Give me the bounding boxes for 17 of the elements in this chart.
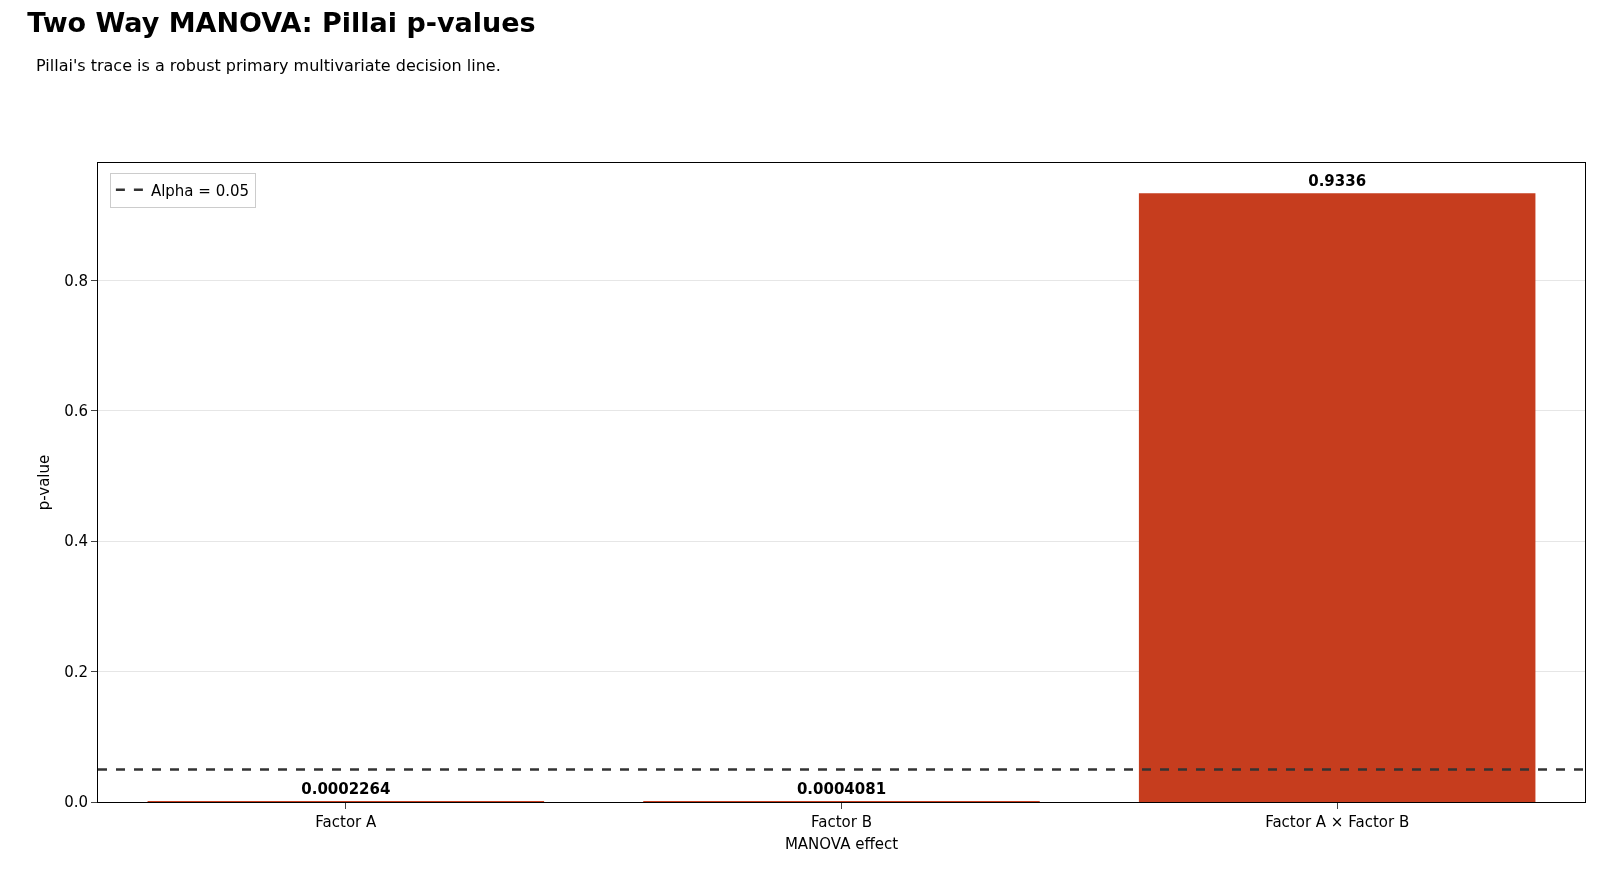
bar: [1138, 193, 1536, 802]
data-label: 0.9336: [1308, 172, 1367, 191]
y-axis-title: p-value: [35, 454, 54, 511]
y-tick-label: 0.2: [64, 662, 88, 681]
chart-subtitle: Pillai's trace is a robust primary multivariate decision line.: [36, 56, 501, 75]
data-label: 0.0004081: [796, 780, 887, 798]
y-tick-label: 0.0: [64, 793, 88, 812]
y-tick-label: 0.4: [64, 532, 88, 551]
chart-title: Two Way MANOVA: Pillai p-values: [27, 7, 536, 39]
x-tick-label: Factor A: [315, 813, 378, 831]
y-tick-label: 0.8: [64, 271, 88, 290]
y-tick-label: 0.6: [64, 402, 88, 421]
data-label: 0.0002264: [301, 780, 391, 798]
x-tick-label: Factor B: [811, 813, 872, 831]
x-axis-title: MANOVA effect: [784, 835, 899, 853]
x-tick-label: Factor A × Factor B: [1265, 813, 1410, 831]
legend-label: Alpha = 0.05: [150, 181, 250, 200]
